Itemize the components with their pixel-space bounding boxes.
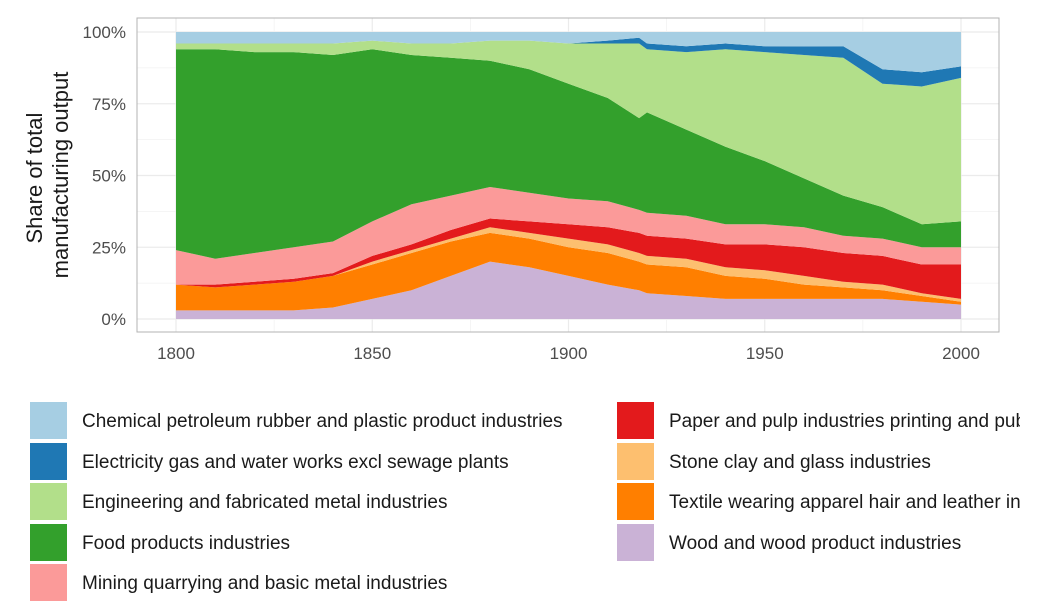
y-tick-label: 100% bbox=[83, 23, 126, 42]
y-tick-label: 75% bbox=[92, 95, 126, 114]
legend-key bbox=[30, 524, 67, 561]
legend-label: Paper and pulp industries printing and p… bbox=[669, 411, 1020, 433]
legend-label: Electricity gas and water works excl sew… bbox=[82, 452, 509, 474]
legend-key bbox=[30, 564, 67, 601]
x-tick-label: 1850 bbox=[353, 344, 391, 363]
x-tick-label: 1900 bbox=[550, 344, 588, 363]
legend-key bbox=[617, 483, 654, 520]
legend-label: Textile wearing apparel hair and leather… bbox=[669, 492, 1020, 514]
x-tick-label: 2000 bbox=[942, 344, 980, 363]
stacked-area-chart: 0% 25% 50% 75% 100% 1800 1850 1900 1950 2000 Sha… bbox=[0, 0, 1041, 400]
legend-label: Food products industries bbox=[82, 533, 290, 555]
legend-key bbox=[617, 402, 654, 439]
legend-key bbox=[30, 483, 67, 520]
legend-label: Mining quarrying and basic metal industr… bbox=[82, 573, 447, 595]
y-axis-label-line-1: Share of total bbox=[22, 113, 47, 244]
legend-label: Engineering and fabricated metal industr… bbox=[82, 492, 447, 514]
legend-key bbox=[617, 443, 654, 480]
y-tick-label: 50% bbox=[92, 167, 126, 186]
legend-key bbox=[30, 402, 67, 439]
legend-label: Stone clay and glass industries bbox=[669, 452, 931, 474]
y-axis-label: Share of total manufacturing output bbox=[22, 72, 73, 279]
legend-key bbox=[617, 524, 654, 561]
legend-label: Wood and wood product industries bbox=[669, 533, 961, 555]
y-axis-label-line-2: manufacturing output bbox=[48, 72, 73, 279]
legend-key bbox=[30, 443, 67, 480]
x-tick-label: 1800 bbox=[157, 344, 195, 363]
x-tick-label: 1950 bbox=[746, 344, 784, 363]
legend: Chemical petroleum rubber and plastic pr… bbox=[30, 402, 1020, 608]
x-axis-ticks: 1800 1850 1900 1950 2000 bbox=[157, 344, 980, 363]
y-tick-label: 25% bbox=[92, 238, 126, 257]
y-tick-label: 0% bbox=[101, 310, 126, 329]
y-axis-ticks: 0% 25% 50% 75% 100% bbox=[83, 23, 126, 329]
area-series bbox=[176, 32, 961, 319]
legend-label: Chemical petroleum rubber and plastic pr… bbox=[82, 411, 563, 433]
